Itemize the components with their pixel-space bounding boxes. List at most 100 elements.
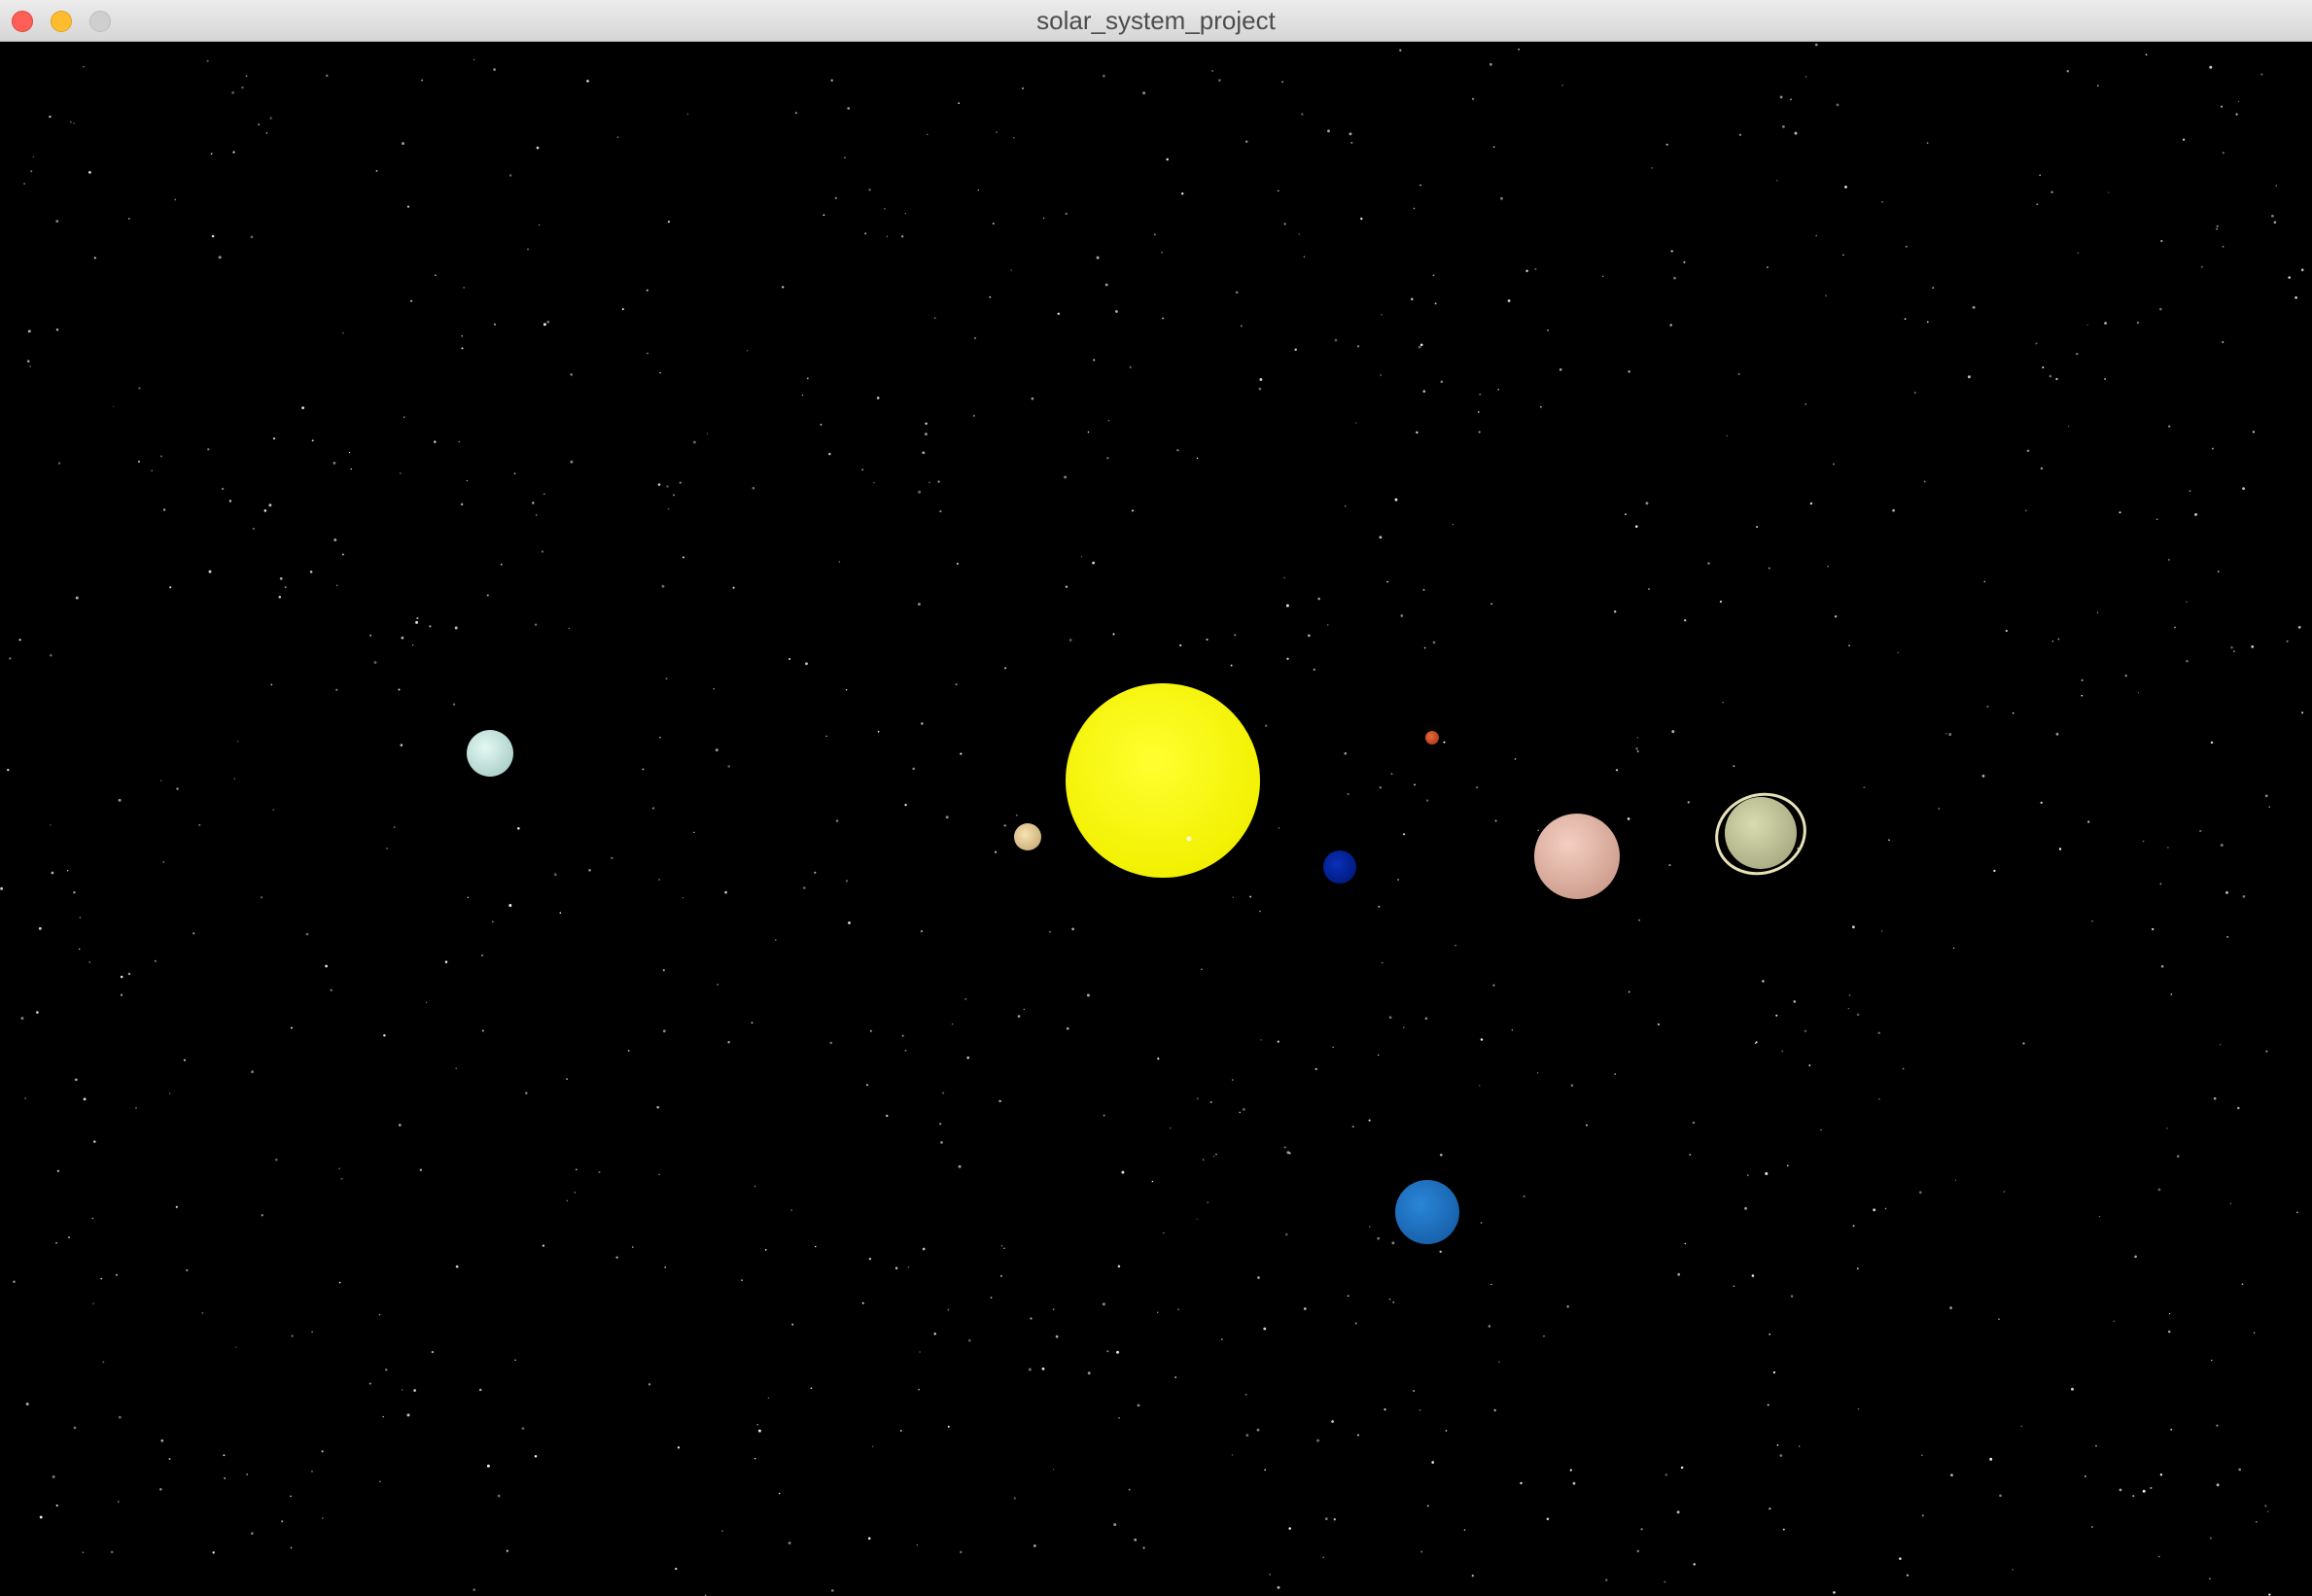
star <box>1231 1079 1234 1081</box>
star <box>1856 1013 1860 1017</box>
star <box>1776 1443 1779 1446</box>
jupiter-planet[interactable] <box>1534 814 1620 899</box>
solar-system-canvas[interactable] <box>0 42 2312 1596</box>
star <box>1687 801 1690 804</box>
star <box>1624 513 1627 516</box>
star <box>657 483 661 486</box>
star <box>2142 840 2145 843</box>
star <box>2260 73 2263 76</box>
star <box>2042 366 2045 368</box>
star <box>1388 1298 1391 1301</box>
star <box>1439 1250 1442 1253</box>
star <box>1570 1084 1574 1087</box>
star <box>844 156 846 158</box>
saturn-body <box>1725 797 1797 869</box>
star <box>1809 502 1813 505</box>
star <box>32 156 35 158</box>
uranus-planet[interactable] <box>467 730 513 777</box>
star <box>1420 1550 1423 1553</box>
star <box>68 1236 70 1239</box>
star <box>110 1550 114 1554</box>
star <box>877 730 880 733</box>
star <box>746 350 749 352</box>
sun[interactable] <box>1066 683 1260 878</box>
star <box>1492 984 1495 987</box>
star <box>1201 968 1203 971</box>
star <box>967 1338 971 1342</box>
star <box>1952 947 1955 950</box>
saturn-planet[interactable] <box>1705 782 1816 886</box>
star <box>517 827 520 830</box>
star <box>1180 191 1184 195</box>
star <box>2242 487 2245 490</box>
star <box>1203 1159 1205 1161</box>
star <box>1926 142 1929 144</box>
star <box>1380 374 1382 376</box>
star <box>1627 817 1630 820</box>
star <box>241 86 244 89</box>
star <box>1820 1128 1822 1131</box>
mars-planet[interactable] <box>1425 731 1439 745</box>
star <box>382 1415 384 1418</box>
star <box>937 480 940 483</box>
star <box>2294 295 2297 299</box>
star <box>1628 370 1630 373</box>
neptune-planet[interactable] <box>1395 1180 1459 1244</box>
star <box>1998 1318 2000 1320</box>
star <box>1176 449 1179 452</box>
star <box>224 1477 227 1479</box>
star <box>1313 668 1316 672</box>
star <box>2003 1191 2006 1193</box>
star <box>919 1351 921 1353</box>
star <box>658 879 660 881</box>
render-viewport[interactable] <box>0 42 2312 1596</box>
star <box>486 594 489 597</box>
star <box>1471 1575 1474 1578</box>
star <box>2095 1444 2097 1447</box>
star <box>416 616 419 620</box>
star <box>1303 256 1306 258</box>
star <box>1391 1241 1395 1245</box>
star <box>1923 480 1926 483</box>
star <box>1676 1510 1680 1514</box>
star <box>2026 449 2030 453</box>
star <box>82 1551 84 1553</box>
star <box>1445 1430 1448 1432</box>
star <box>55 1504 58 1507</box>
star <box>1881 200 1883 203</box>
star <box>207 448 210 451</box>
close-button[interactable] <box>12 11 33 32</box>
star <box>1257 1276 1260 1279</box>
star <box>920 929 924 933</box>
star <box>1636 1549 1639 1553</box>
star <box>924 433 928 436</box>
star <box>13 1280 16 1283</box>
star <box>2210 741 2214 745</box>
star <box>1132 509 1134 512</box>
star <box>541 550 544 553</box>
minimize-button[interactable] <box>51 11 72 32</box>
star <box>1790 1295 1794 1298</box>
star <box>873 481 875 484</box>
star <box>972 414 976 417</box>
star <box>223 1454 226 1457</box>
star <box>193 932 195 935</box>
star <box>1944 732 1947 735</box>
star <box>1419 184 1421 187</box>
mercury-planet[interactable] <box>1014 823 1041 850</box>
star <box>51 871 54 875</box>
star <box>2124 675 2127 677</box>
star <box>994 850 998 853</box>
star <box>791 1323 794 1326</box>
star <box>1249 895 1252 898</box>
star <box>868 1258 872 1261</box>
zoom-button[interactable] <box>89 11 111 32</box>
star <box>398 688 401 691</box>
venus-planet[interactable] <box>1323 850 1356 884</box>
star <box>721 1530 723 1532</box>
title-bar[interactable]: solar_system_project <box>0 0 2312 42</box>
star <box>1851 925 1855 929</box>
star <box>1004 667 1007 670</box>
star <box>1369 1226 1371 1228</box>
star <box>627 1050 630 1052</box>
